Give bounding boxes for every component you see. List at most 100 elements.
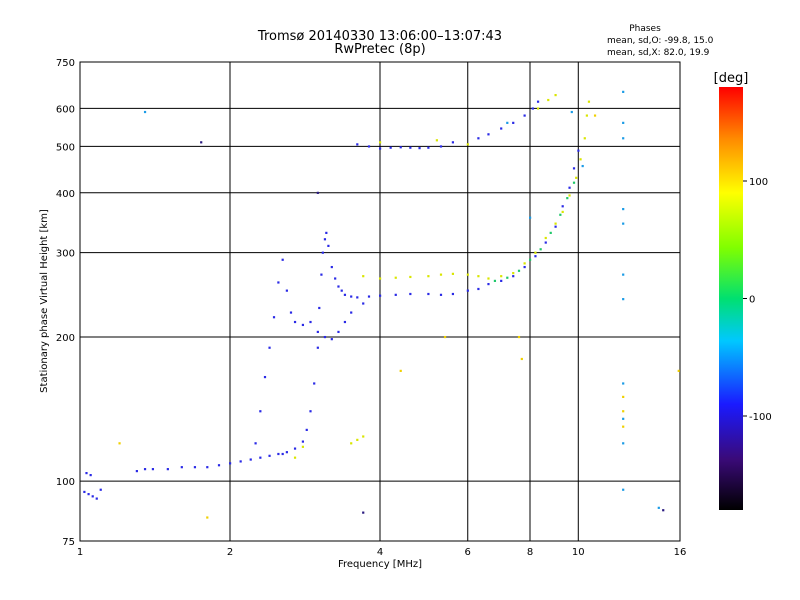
data-point <box>477 275 480 278</box>
data-point <box>534 251 537 254</box>
data-point <box>517 335 521 339</box>
data-point <box>439 293 443 296</box>
data-point <box>99 488 102 491</box>
chart-subtitle: RwPretec (8p) <box>334 42 425 57</box>
data-point <box>622 488 625 491</box>
data-point <box>544 236 547 240</box>
colorbar <box>719 87 743 510</box>
data-point <box>367 145 371 148</box>
data-point <box>343 320 347 324</box>
data-point <box>362 302 365 305</box>
colorbar-tick-label: -100 <box>749 412 772 423</box>
data-point <box>350 442 353 445</box>
data-point <box>356 296 359 299</box>
data-point <box>166 468 169 471</box>
data-point <box>143 468 147 471</box>
data-point <box>362 435 365 438</box>
data-point <box>151 468 155 471</box>
data-point <box>559 213 562 216</box>
data-point <box>206 516 209 519</box>
data-point <box>330 265 333 269</box>
y-axis-ticks: 75 100 200 300 400 500 600 750 <box>56 58 75 548</box>
y-tick-label: 200 <box>56 333 75 344</box>
data-point <box>337 330 340 334</box>
data-point <box>316 330 319 334</box>
x-axis-label: Frequency [MHz] <box>338 559 422 570</box>
data-point <box>289 311 293 314</box>
data-point <box>622 298 625 301</box>
data-point <box>570 110 573 114</box>
data-point <box>529 258 532 261</box>
data-points <box>83 90 680 519</box>
data-point <box>350 295 353 298</box>
x-tick-label: 10 <box>572 547 585 558</box>
data-point <box>487 277 490 280</box>
y-tick-label: 300 <box>56 249 75 260</box>
data-point <box>622 425 625 428</box>
data-point <box>316 346 319 349</box>
x-tick-label: 16 <box>674 547 687 558</box>
data-point <box>285 451 288 454</box>
data-point <box>305 428 308 432</box>
data-point <box>523 114 526 117</box>
data-point <box>587 100 591 103</box>
data-point <box>477 287 480 291</box>
data-point <box>427 292 430 296</box>
data-point <box>529 216 532 219</box>
data-point <box>500 127 503 130</box>
data-point <box>547 98 550 102</box>
colorbar-tick-label: 100 <box>749 177 768 188</box>
data-point <box>409 292 412 296</box>
data-point <box>389 146 392 149</box>
data-point <box>118 442 121 445</box>
chart-title: Tromsø 20140330 13:06:00–13:07:43 <box>257 29 502 44</box>
data-point <box>301 323 305 327</box>
data-point <box>622 207 625 211</box>
data-point <box>677 369 680 372</box>
data-point <box>180 466 183 469</box>
data-point <box>399 146 402 149</box>
data-point <box>568 194 571 197</box>
data-point <box>549 231 552 234</box>
data-point <box>520 357 523 361</box>
data-point <box>239 460 242 463</box>
data-point <box>316 191 319 194</box>
grid-lines <box>80 62 680 541</box>
data-point <box>583 137 586 140</box>
data-point <box>309 410 312 413</box>
data-point <box>517 269 521 272</box>
data-point <box>268 454 271 457</box>
data-point <box>394 293 397 296</box>
data-point <box>554 93 557 97</box>
data-point <box>337 285 340 288</box>
data-point <box>466 143 469 146</box>
data-point <box>379 277 382 280</box>
data-point <box>500 275 503 278</box>
data-point <box>512 275 515 278</box>
data-point <box>379 141 382 144</box>
data-point <box>193 466 197 469</box>
data-point <box>343 293 347 296</box>
data-point <box>566 197 569 200</box>
data-point <box>622 395 625 399</box>
y-tick-label: 400 <box>56 189 75 200</box>
stats-heading: Phases <box>629 24 661 34</box>
data-point <box>500 279 503 282</box>
data-point <box>539 248 542 251</box>
data-point <box>466 273 469 276</box>
data-point <box>572 167 576 170</box>
data-point <box>579 158 582 161</box>
data-point <box>330 338 333 341</box>
colorbar-unit-label: [deg] <box>714 71 749 86</box>
data-point <box>657 506 660 509</box>
data-point <box>95 497 98 500</box>
data-point <box>554 225 557 228</box>
x-tick-label: 6 <box>465 547 471 558</box>
data-point <box>451 272 455 275</box>
y-axis-label: Stationary phase Virtual Height [km] <box>39 209 50 393</box>
data-point <box>272 316 276 319</box>
data-point <box>293 447 297 450</box>
data-point <box>418 147 421 150</box>
data-point <box>323 335 327 339</box>
data-point <box>313 382 316 385</box>
